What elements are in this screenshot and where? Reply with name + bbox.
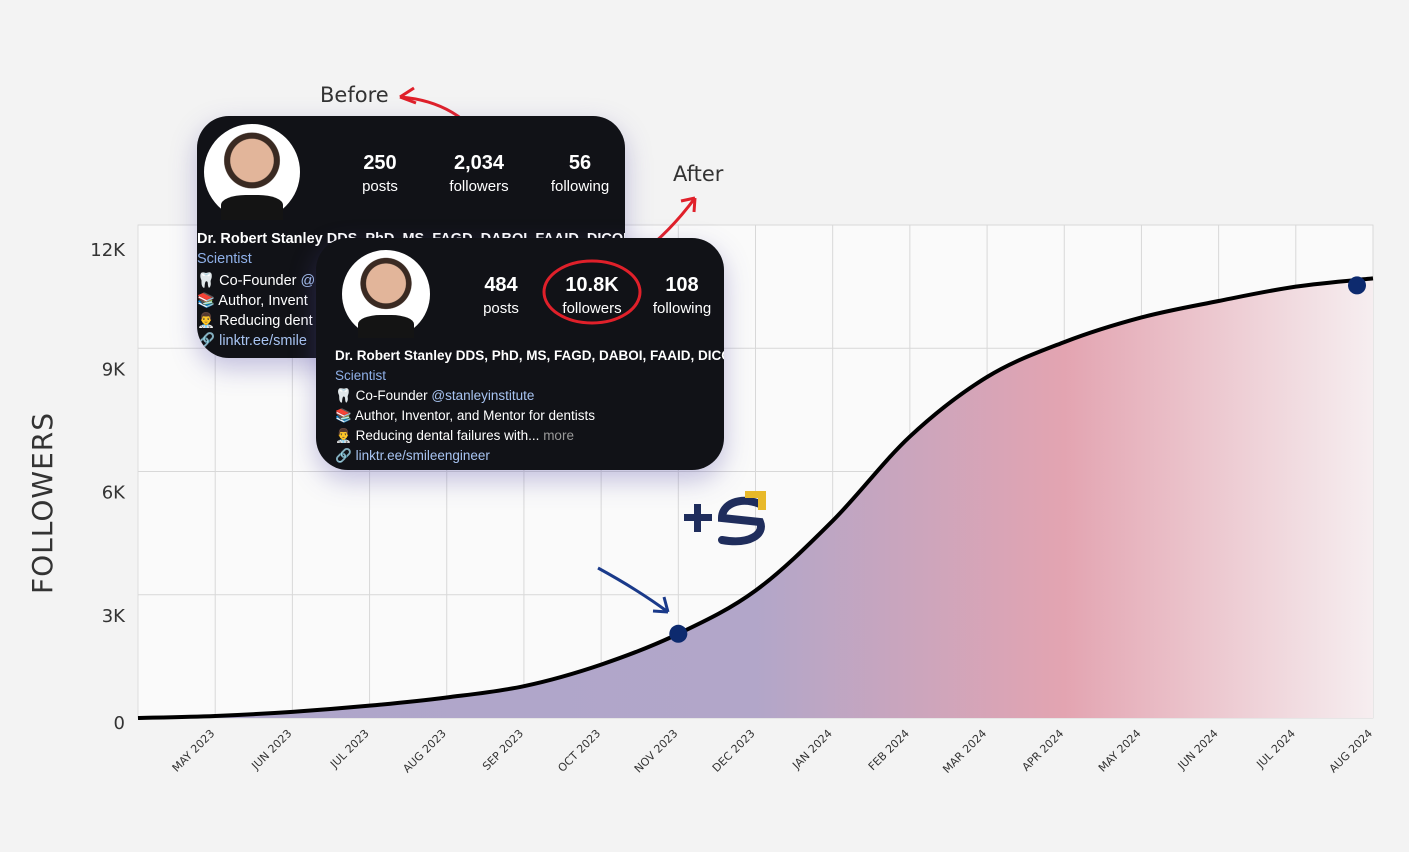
x-tick-label: FEB 2024 xyxy=(866,727,912,773)
profile-link[interactable]: linktr.ee/smile xyxy=(219,333,307,349)
dentist-icon: 👨‍⚕️ xyxy=(197,313,216,329)
dentist-icon: 👨‍⚕️ xyxy=(335,428,352,443)
bio-line: Author, Inventor, and Mentor for dentist… xyxy=(354,408,595,423)
x-tick-label: OCT 2023 xyxy=(555,727,603,775)
profile-avatar xyxy=(342,250,430,338)
tooth-icon: 🦷 xyxy=(335,388,352,403)
following-stat[interactable]: 56 following xyxy=(550,152,610,195)
x-tick-label: JAN 2024 xyxy=(789,727,834,772)
y-tick-label: 3K xyxy=(102,606,126,627)
series-line xyxy=(137,276,1374,720)
x-tick-label: JUL 2024 xyxy=(1253,727,1297,771)
followers-stat[interactable]: 10.8K followers xyxy=(562,274,622,317)
y-tick-label: 6K xyxy=(102,483,126,504)
blue-arrowhead xyxy=(652,596,670,614)
bio-line: Co-Founder xyxy=(219,273,301,289)
logo xyxy=(684,491,766,546)
before-arrowhead xyxy=(399,86,417,105)
bio-line: Co-Founder xyxy=(355,388,432,403)
tooth-icon: 🦷 xyxy=(197,273,216,289)
y-tick-label: 9K xyxy=(102,359,126,380)
bio-line: Reducing dental failures with... xyxy=(355,428,540,443)
posts-stat: 484 posts xyxy=(483,274,519,317)
bio-line: Author, Invent xyxy=(218,293,308,309)
x-tick-label: DEC 2023 xyxy=(710,727,758,775)
link-icon: 🔗 xyxy=(197,333,216,349)
profile-category: Scientist xyxy=(197,251,252,267)
mention-link[interactable]: @ xyxy=(300,273,316,289)
y-axis-title: FOLLOWERS xyxy=(26,412,59,594)
profile-bio: Dr. Robert Stanley DDS, PhD, MS, FAGD, D… xyxy=(197,229,625,351)
books-icon: 📚 xyxy=(197,293,216,309)
highlight-point xyxy=(1348,276,1366,295)
blue-arrow xyxy=(597,566,669,614)
y-tick-label: 0 xyxy=(114,713,125,734)
x-tick-label: MAY 2024 xyxy=(1096,727,1144,775)
books-icon: 📚 xyxy=(335,408,352,423)
y-tick-label: 12K xyxy=(90,240,126,261)
profile-bio: Dr. Robert Stanley DDS, PhD, MS, FAGD, D… xyxy=(335,346,724,466)
after-label: After xyxy=(673,162,724,186)
x-tick-label: JUL 2023 xyxy=(327,727,371,771)
x-tick-label: NOV 2023 xyxy=(632,727,681,776)
bio-line: Reducing dent xyxy=(219,313,313,329)
profile-category: Scientist xyxy=(335,368,387,383)
following-stat[interactable]: 108 following xyxy=(652,274,712,317)
x-tick-label: AUG 2023 xyxy=(400,727,449,776)
x-tick-label: JUN 2024 xyxy=(1175,727,1221,773)
link-icon: 🔗 xyxy=(335,448,352,463)
profile-name: Dr. Robert Stanley DDS, PhD, MS, FAGD, D… xyxy=(335,348,724,363)
more-link[interactable]: more xyxy=(539,428,574,443)
after-arrowhead xyxy=(680,196,697,213)
x-tick-label: AUG 2024 xyxy=(1327,727,1376,776)
posts-stat: 250 posts xyxy=(362,152,398,195)
after-profile-card: 484 posts 10.8K followers 108 following Dr.… xyxy=(316,238,724,470)
x-tick-label: JUN 2023 xyxy=(249,727,295,773)
x-tick-label: MAY 2023 xyxy=(170,727,218,775)
profile-avatar xyxy=(204,124,300,220)
x-tick-label: SEP 2023 xyxy=(480,727,526,773)
before-label: Before xyxy=(320,83,389,107)
followers-stat[interactable]: 2,034 followers xyxy=(449,152,509,195)
mention-link[interactable]: @stanleyinstitute xyxy=(431,388,535,403)
highlight-point xyxy=(669,624,688,643)
area-fill xyxy=(138,278,1373,718)
profile-link[interactable]: linktr.ee/smileengineer xyxy=(355,448,490,463)
x-tick-label: MAR 2024 xyxy=(940,727,989,776)
after-followers-circle xyxy=(542,259,642,325)
x-tick-label: APR 2024 xyxy=(1019,727,1066,774)
